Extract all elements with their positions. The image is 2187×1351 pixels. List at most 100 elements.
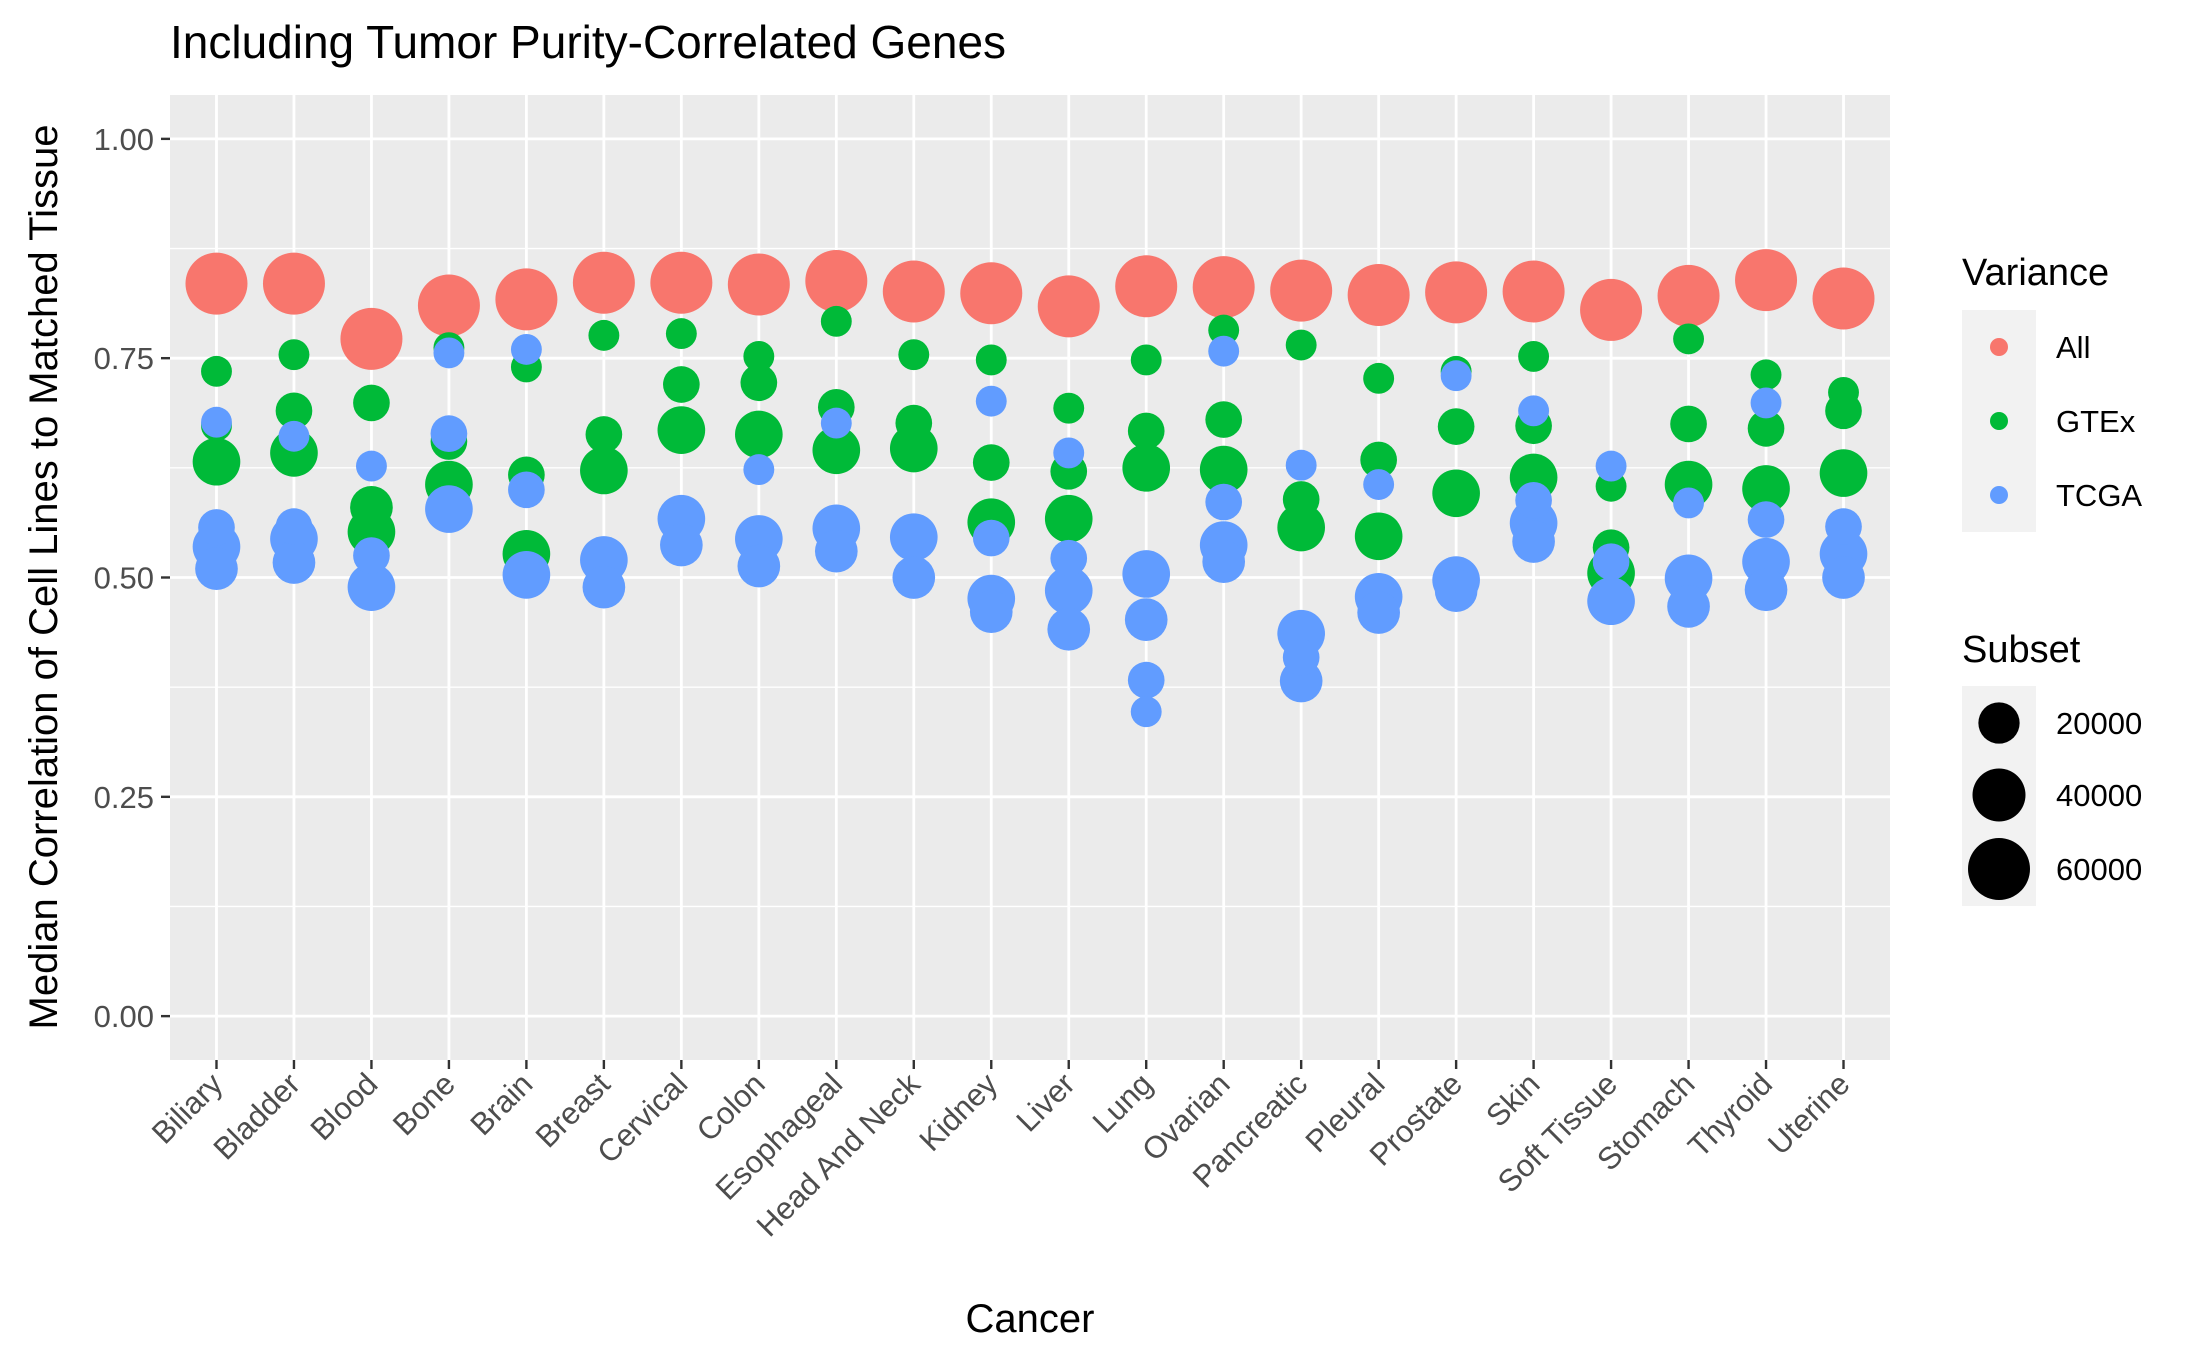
data-point-all: [1115, 255, 1178, 318]
data-point-all: [1735, 249, 1798, 312]
y-axis-title: Median Correlation of Cell Lines to Matc…: [22, 125, 66, 1030]
x-tick-label: Brain: [463, 1066, 539, 1142]
y-tick-label: 0.00: [94, 999, 154, 1034]
data-point-all: [185, 252, 248, 315]
data-point-tcga: [969, 590, 1013, 634]
data-point-all: [1192, 256, 1255, 319]
data-point-tcga: [1667, 585, 1710, 628]
data-point-tcga: [972, 519, 1010, 557]
data-point-tcga: [1050, 539, 1088, 577]
data-point-gtex: [740, 364, 778, 402]
legend-size-key: [1972, 768, 2026, 822]
data-point-gtex: [1432, 469, 1480, 518]
data-point-tcga: [975, 385, 1007, 417]
data-point-tcga: [582, 565, 626, 609]
data-point-gtex: [735, 410, 783, 459]
data-point-gtex: [743, 340, 775, 372]
x-axis-title: Cancer: [966, 1297, 1095, 1341]
data-point-gtex: [1205, 401, 1243, 438]
data-point-tcga: [1124, 598, 1168, 641]
data-point-tcga: [355, 450, 387, 482]
data-point-gtex: [192, 437, 241, 486]
legend-key-tcga: [1990, 486, 2008, 504]
data-point-tcga: [1587, 577, 1635, 626]
data-point-all: [1347, 264, 1410, 327]
legend-label: 60000: [2056, 852, 2142, 887]
x-tick-label: Liver: [1009, 1066, 1081, 1138]
data-point-gtex: [1122, 444, 1171, 492]
data-point-tcga: [1825, 508, 1862, 545]
data-point-tcga: [430, 415, 468, 452]
chart-title: Including Tumor Purity-Correlated Genes: [170, 16, 1006, 68]
data-point-tcga: [1205, 483, 1243, 521]
data-point-gtex: [1053, 392, 1085, 424]
data-point-tcga: [502, 551, 551, 599]
data-point-tcga: [508, 471, 545, 509]
data-point-gtex: [1127, 412, 1165, 450]
legend-label: 40000: [2056, 778, 2142, 813]
data-point-gtex: [1044, 494, 1093, 543]
x-tick-label: Skin: [1479, 1066, 1546, 1133]
data-point-tcga: [1440, 360, 1472, 392]
data-point-all: [1037, 275, 1100, 338]
data-point-gtex: [1437, 408, 1475, 445]
data-point-all: [262, 252, 325, 315]
data-point-tcga: [1512, 520, 1555, 563]
legend-label: GTEx: [2056, 404, 2136, 439]
data-point-gtex: [657, 406, 706, 454]
data-point-gtex: [898, 339, 930, 371]
data-point-gtex: [1819, 449, 1868, 497]
data-point-tcga: [1673, 487, 1705, 519]
data-point-gtex: [1828, 376, 1859, 408]
variance-legend-title: Variance: [1962, 252, 2109, 294]
data-point-tcga: [201, 406, 232, 438]
data-point-all: [727, 253, 790, 316]
data-point-tcga: [820, 407, 852, 439]
legend-size-key: [1978, 702, 2020, 744]
data-point-gtex: [1742, 465, 1790, 513]
data-point-gtex: [350, 485, 393, 529]
legend-label: 20000: [2056, 706, 2142, 741]
data-point-tcga: [892, 556, 936, 599]
data-point-gtex: [895, 404, 933, 442]
data-point-tcga: [743, 454, 775, 486]
legend-label: All: [2056, 330, 2090, 365]
data-point-tcga: [1127, 661, 1165, 699]
data-point-all: [495, 268, 558, 331]
data-point-tcga: [433, 337, 465, 369]
variance-legend: Variance All GTEx TCGA: [1962, 252, 2142, 532]
data-point-tcga: [1130, 696, 1162, 728]
legend-key-all: [1990, 338, 2008, 356]
subset-legend-title: Subset: [1962, 629, 2081, 671]
data-point-gtex: [975, 344, 1007, 376]
data-point-tcga: [1518, 395, 1550, 427]
data-point-tcga: [198, 509, 235, 546]
data-point-tcga: [1822, 556, 1865, 599]
data-point-tcga: [814, 529, 858, 573]
data-point-gtex: [1360, 441, 1397, 479]
data-point-gtex: [1199, 445, 1248, 494]
data-point-gtex: [353, 384, 390, 422]
legend-key-gtex: [1990, 412, 2008, 430]
data-point-all: [1270, 259, 1333, 322]
data-point-gtex: [663, 366, 700, 403]
data-point-tcga: [1363, 469, 1395, 500]
x-tick-label: Kidney: [912, 1066, 1004, 1158]
data-point-tcga: [1122, 550, 1171, 598]
data-point-tcga: [1747, 501, 1785, 538]
data-point-tcga: [425, 485, 473, 533]
x-tick-label: Bladder: [207, 1066, 307, 1166]
y-axis-ticks: 0.00 0.25 0.50 0.75 1.00: [94, 122, 170, 1034]
data-point-all: [805, 249, 868, 312]
x-tick-label: Uterine: [1761, 1066, 1856, 1161]
data-point-tcga: [275, 508, 313, 545]
data-point-all: [960, 262, 1023, 325]
data-point-tcga: [510, 333, 542, 365]
data-point-gtex: [665, 318, 697, 350]
data-point-tcga: [1208, 335, 1240, 367]
data-point-tcga: [889, 513, 938, 561]
data-point-gtex: [588, 319, 620, 351]
data-point-tcga: [737, 544, 781, 588]
x-tick-label: Blood: [304, 1066, 385, 1147]
